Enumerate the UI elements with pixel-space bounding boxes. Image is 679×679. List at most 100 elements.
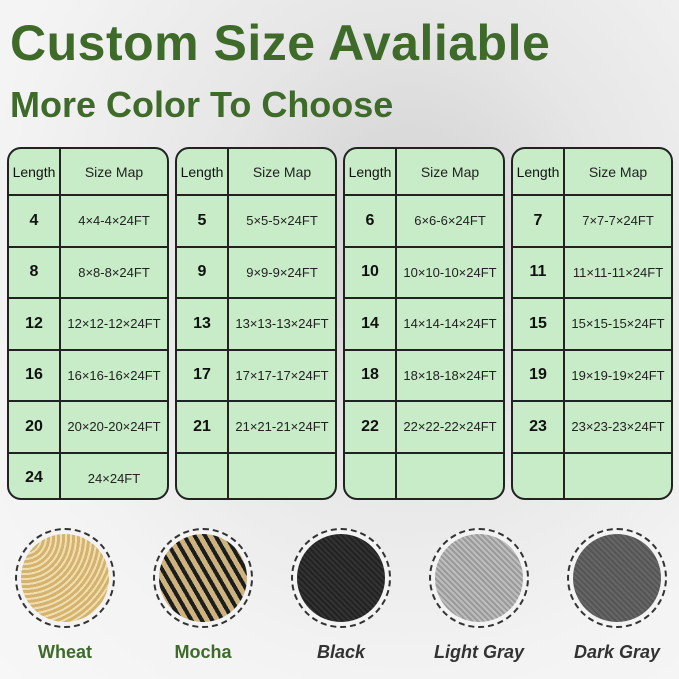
length-cell: 24 [9,453,61,498]
table-row: 6 6×6-6×24FT [345,194,503,246]
size-cell: 13×13-13×24FT [235,316,329,332]
size-cell: 10×10-10×24FT [403,264,497,280]
color-swatch[interactable] [291,528,391,628]
size-cell: 6×6-6×24FT [414,213,486,229]
length-cell [177,453,229,498]
table-row: 12 12×12-12×24FT [9,297,167,349]
length-header: Length [345,149,397,194]
table-header: Length Size Map [9,149,167,194]
page-subtitle: More Color To Choose [10,84,394,125]
size-cell: 14×14-14×24FT [403,316,497,332]
size-cell: 9×9-9×24FT [246,264,318,280]
color-label: Dark Gray [573,642,661,662]
size-cell: 4×4-4×24FT [78,213,150,229]
length-cell: 7 [513,196,565,246]
length-cell [513,453,565,498]
size-cell: 17×17-17×24FT [235,367,329,383]
size-cell [565,454,671,499]
table-row [513,451,671,499]
length-header: Length [177,149,229,194]
length-cell [345,453,397,498]
table-row: 5 5×5-5×24FT [177,194,335,246]
table-header: Length Size Map [513,149,671,194]
size-table: Length Size Map 5 5×5-5×24FT 9 9×9-9×24FT 13 13… [175,147,337,500]
length-cell: 23 [513,402,565,452]
size-cell [397,454,503,499]
size-map-header: Size Map [252,163,312,180]
length-header: Length [9,149,61,194]
table-row [177,451,335,499]
size-map-header: Size Map [420,163,480,180]
table-row: 10 10×10-10×24FT [345,245,503,297]
color-swatch[interactable] [429,528,529,628]
table-row: 21 21×21-21×24FT [177,400,335,452]
table-row: 13 13×13-13×24FT [177,297,335,349]
length-header: Length [513,149,565,194]
table-row: 8 8×8-8×24FT [9,245,167,297]
length-cell: 9 [177,247,229,297]
size-cell [229,454,335,499]
size-table: Length Size Map 4 4×4-4×24FT 8 8×8-8×24FT 12 12… [7,147,169,500]
table-row [345,451,503,499]
size-cell: 22×22-22×24FT [403,419,497,435]
size-cell: 15×15-15×24FT [571,316,665,332]
length-cell: 6 [345,196,397,246]
length-cell: 14 [345,299,397,349]
color-label: Mocha [174,642,232,662]
length-cell: 13 [177,299,229,349]
size-cell: 16×16-16×24FT [67,367,161,383]
length-cell: 8 [9,247,61,297]
table-header: Length Size Map [345,149,503,194]
table-row: 9 9×9-9×24FT [177,245,335,297]
color-label: Black [316,642,366,662]
size-map-header: Size Map [84,163,144,180]
table-row: 11 11×11-11×24FT [513,245,671,297]
color-swatch[interactable] [15,528,115,628]
table-row: 15 15×15-15×24FT [513,297,671,349]
color-swatch[interactable] [153,528,253,628]
size-cell: 18×18-18×24FT [403,367,497,383]
table-row: 16 16×16-16×24FT [9,348,167,400]
table-row: 22 22×22-22×24FT [345,400,503,452]
size-cell: 19×19-19×24FT [571,367,665,383]
page-title: Custom Size Avaliable [10,15,551,71]
table-row: 17 17×17-17×24FT [177,348,335,400]
length-cell: 11 [513,247,565,297]
size-cell: 11×11-11×24FT [572,264,664,280]
size-table: Length Size Map 6 6×6-6×24FT 10 10×10-10×24FT… [343,147,505,500]
length-cell: 16 [9,350,61,400]
size-cell: 12×12-12×24FT [67,316,161,332]
color-label: Wheat [38,642,92,662]
length-cell: 20 [9,402,61,452]
length-cell: 17 [177,350,229,400]
length-cell: 5 [177,196,229,246]
table-row: 7 7×7-7×24FT [513,194,671,246]
table-header: Length Size Map [177,149,335,194]
size-cell: 23×23-23×24FT [571,419,665,435]
table-row: 20 20×20-20×24FT [9,400,167,452]
length-cell: 22 [345,402,397,452]
size-cell: 5×5-5×24FT [246,213,318,229]
table-row: 18 18×18-18×24FT [345,348,503,400]
size-cell: 24×24FT [87,470,141,486]
table-row: 24 24×24FT [9,451,167,498]
table-row: 23 23×23-23×24FT [513,400,671,452]
table-row: 19 19×19-19×24FT [513,348,671,400]
table-row: 4 4×4-4×24FT [9,194,167,246]
size-map-header: Size Map [588,163,648,180]
size-cell: 21×21-21×24FT [235,419,329,435]
size-cell: 8×8-8×24FT [78,264,150,280]
length-cell: 19 [513,350,565,400]
length-cell: 4 [9,196,61,246]
table-row: 14 14×14-14×24FT [345,297,503,349]
size-table: Length Size Map 7 7×7-7×24FT 11 11×11-11×24FT… [511,147,673,500]
length-cell: 18 [345,350,397,400]
color-swatch[interactable] [567,528,667,628]
color-label: Light Gray [433,642,524,662]
size-cell: 7×7-7×24FT [582,213,654,229]
size-cell: 20×20-20×24FT [67,419,161,435]
length-cell: 21 [177,402,229,452]
length-cell: 15 [513,299,565,349]
length-cell: 12 [9,299,61,349]
length-cell: 10 [345,247,397,297]
